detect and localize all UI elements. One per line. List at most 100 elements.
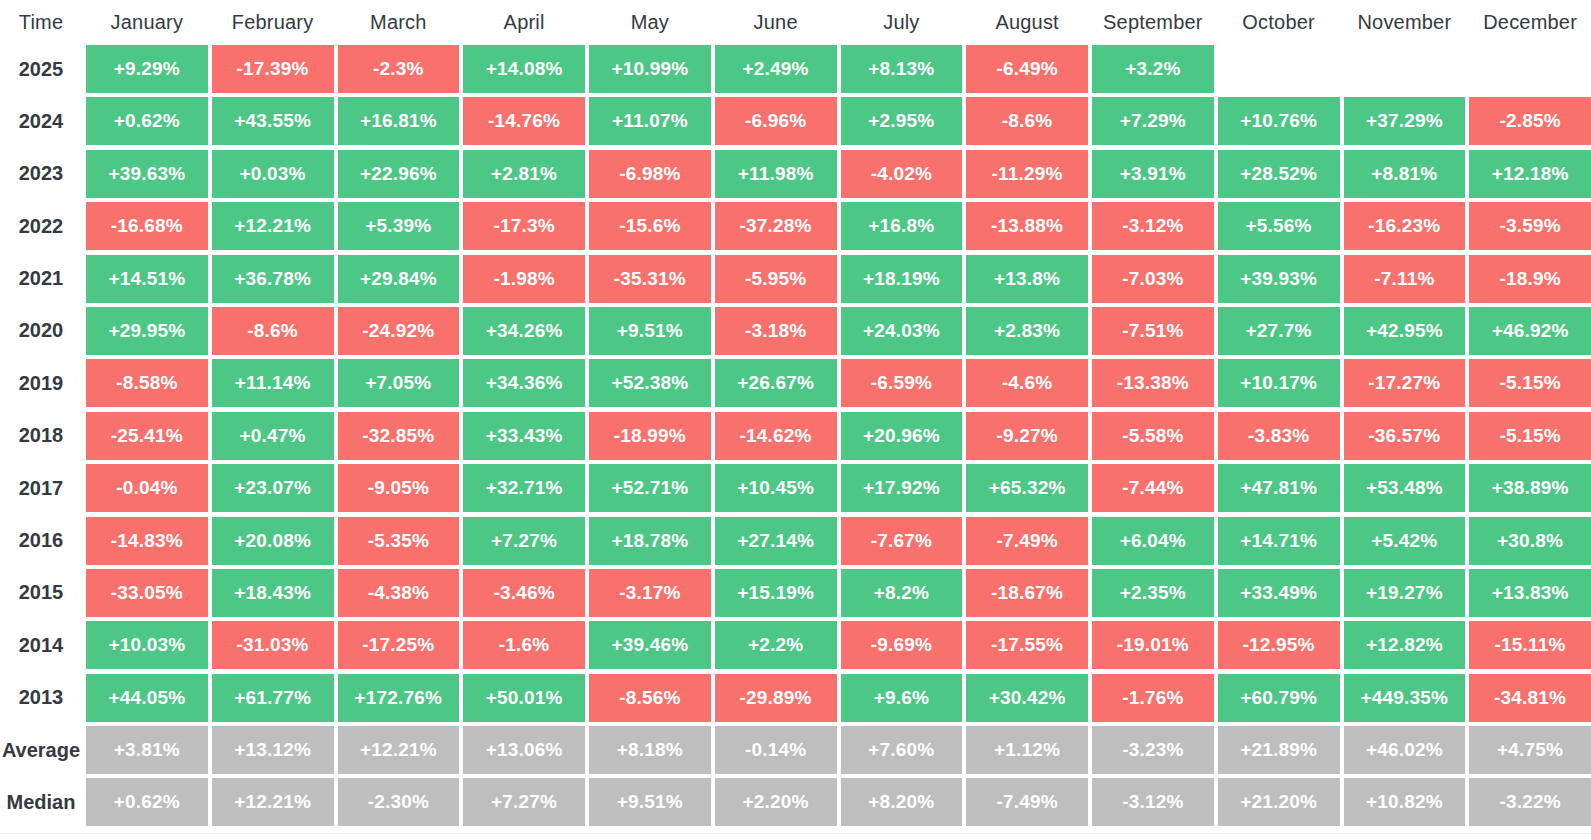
- table-row: 2022-16.68%+12.21%+5.39%-17.3%-15.6%-37.…: [0, 202, 1591, 250]
- return-cell: +6.04%: [1092, 517, 1214, 565]
- return-cell: +19.27%: [1344, 569, 1466, 617]
- return-cell: -7.03%: [1092, 255, 1214, 303]
- return-cell: +8.81%: [1344, 150, 1466, 198]
- return-cell: +13.83%: [1469, 569, 1591, 617]
- return-cell: +13.12%: [212, 726, 334, 774]
- return-cell: +16.8%: [841, 202, 963, 250]
- return-cell: +5.42%: [1344, 517, 1466, 565]
- return-cell: +14.71%: [1218, 517, 1340, 565]
- return-cell: -5.35%: [338, 517, 460, 565]
- return-cell: -15.11%: [1469, 621, 1591, 669]
- column-header: August: [966, 11, 1088, 34]
- return-cell: +5.39%: [338, 202, 460, 250]
- empty-cell: [1344, 45, 1466, 93]
- return-cell: +32.71%: [463, 464, 585, 512]
- return-cell: +2.83%: [966, 307, 1088, 355]
- column-header: May: [589, 11, 711, 34]
- return-cell: +2.2%: [715, 621, 837, 669]
- return-cell: +5.56%: [1218, 202, 1340, 250]
- return-cell: +12.21%: [212, 202, 334, 250]
- return-cell: +13.8%: [966, 255, 1088, 303]
- table-row: 2015-33.05%+18.43%-4.38%-3.46%-3.17%+15.…: [0, 569, 1591, 617]
- return-cell: -18.9%: [1469, 255, 1591, 303]
- row-label: 2016: [0, 529, 82, 552]
- return-cell: -16.23%: [1344, 202, 1466, 250]
- return-cell: +46.92%: [1469, 307, 1591, 355]
- return-cell: -18.67%: [966, 569, 1088, 617]
- return-cell: +27.7%: [1218, 307, 1340, 355]
- return-cell: +11.98%: [715, 150, 837, 198]
- return-cell: +28.52%: [1218, 150, 1340, 198]
- return-cell: +7.27%: [463, 517, 585, 565]
- return-cell: -33.05%: [86, 569, 208, 617]
- return-cell: +16.81%: [338, 97, 460, 145]
- return-cell: -7.44%: [1092, 464, 1214, 512]
- table-row: 2025+9.29%-17.39%-2.3%+14.08%+10.99%+2.4…: [0, 45, 1591, 93]
- return-cell: -4.02%: [841, 150, 963, 198]
- table-row: 2021+14.51%+36.78%+29.84%-1.98%-35.31%-5…: [0, 255, 1591, 303]
- return-cell: -15.6%: [589, 202, 711, 250]
- return-cell: -3.83%: [1218, 412, 1340, 460]
- return-cell: -16.68%: [86, 202, 208, 250]
- return-cell: +10.99%: [589, 45, 711, 93]
- return-cell: -5.58%: [1092, 412, 1214, 460]
- return-cell: -1.6%: [463, 621, 585, 669]
- return-cell: -17.55%: [966, 621, 1088, 669]
- table-row: 2020+29.95%-8.6%-24.92%+34.26%+9.51%-3.1…: [0, 307, 1591, 355]
- row-label: 2019: [0, 372, 82, 395]
- column-header: February: [212, 11, 334, 34]
- column-header: July: [841, 11, 963, 34]
- return-cell: +2.20%: [715, 778, 837, 826]
- return-cell: -9.69%: [841, 621, 963, 669]
- return-cell: -7.67%: [841, 517, 963, 565]
- return-cell: +14.08%: [463, 45, 585, 93]
- return-cell: -34.81%: [1469, 674, 1591, 722]
- table-row: 2016-14.83%+20.08%-5.35%+7.27%+18.78%+27…: [0, 517, 1591, 565]
- return-cell: +23.07%: [212, 464, 334, 512]
- column-header: October: [1218, 11, 1340, 34]
- return-cell: +18.78%: [589, 517, 711, 565]
- empty-cell: [1218, 45, 1340, 93]
- return-cell: -6.96%: [715, 97, 837, 145]
- return-cell: +7.27%: [463, 778, 585, 826]
- column-header: March: [338, 11, 460, 34]
- return-cell: +12.21%: [212, 778, 334, 826]
- return-cell: -25.41%: [86, 412, 208, 460]
- return-cell: +9.51%: [589, 307, 711, 355]
- row-label: 2018: [0, 424, 82, 447]
- row-label: 2021: [0, 267, 82, 290]
- return-cell: +9.29%: [86, 45, 208, 93]
- return-cell: +9.6%: [841, 674, 963, 722]
- return-cell: +18.43%: [212, 569, 334, 617]
- return-cell: +9.51%: [589, 778, 711, 826]
- return-cell: +7.60%: [841, 726, 963, 774]
- return-cell: +26.67%: [715, 359, 837, 407]
- return-cell: -7.49%: [966, 517, 1088, 565]
- return-cell: +12.82%: [1344, 621, 1466, 669]
- return-cell: -17.25%: [338, 621, 460, 669]
- return-cell: -6.49%: [966, 45, 1088, 93]
- table-row: 2017-0.04%+23.07%-9.05%+32.71%+52.71%+10…: [0, 464, 1591, 512]
- row-label: 2015: [0, 581, 82, 604]
- empty-cell: [1469, 45, 1591, 93]
- row-label: 2025: [0, 58, 82, 81]
- row-label: 2023: [0, 162, 82, 185]
- return-cell: -7.51%: [1092, 307, 1214, 355]
- return-cell: -4.38%: [338, 569, 460, 617]
- return-cell: +0.62%: [86, 778, 208, 826]
- row-label: Median: [0, 791, 82, 814]
- return-cell: -31.03%: [212, 621, 334, 669]
- return-cell: +0.03%: [212, 150, 334, 198]
- return-cell: +11.07%: [589, 97, 711, 145]
- return-cell: -8.58%: [86, 359, 208, 407]
- return-cell: -17.39%: [212, 45, 334, 93]
- return-cell: +10.17%: [1218, 359, 1340, 407]
- return-cell: -3.18%: [715, 307, 837, 355]
- return-cell: -29.89%: [715, 674, 837, 722]
- return-cell: +12.18%: [1469, 150, 1591, 198]
- return-cell: +33.43%: [463, 412, 585, 460]
- bottom-divider: [0, 833, 1591, 834]
- return-cell: -36.57%: [1344, 412, 1466, 460]
- return-cell: -5.15%: [1469, 412, 1591, 460]
- return-cell: -35.31%: [589, 255, 711, 303]
